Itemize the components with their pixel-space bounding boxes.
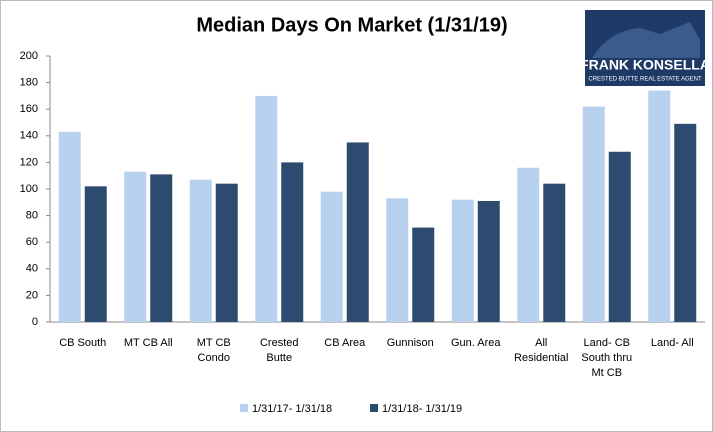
bar bbox=[281, 162, 304, 322]
x-tick-label: All Residential bbox=[514, 337, 569, 364]
bar bbox=[189, 179, 212, 322]
legend-label: 1/31/18- 1/31/19 bbox=[382, 403, 462, 415]
bar bbox=[477, 200, 500, 322]
y-tick-label: 40 bbox=[26, 263, 38, 275]
bar bbox=[320, 191, 343, 322]
bar bbox=[346, 142, 369, 322]
y-tick-label: 20 bbox=[26, 289, 38, 301]
y-tick-label: 180 bbox=[20, 77, 38, 89]
bar bbox=[412, 227, 435, 322]
bar bbox=[150, 174, 173, 322]
y-tick-label: 140 bbox=[20, 130, 38, 142]
y-tick-label: 80 bbox=[26, 210, 38, 222]
legend-swatch bbox=[240, 404, 248, 412]
bar bbox=[215, 183, 238, 322]
bar bbox=[517, 167, 540, 322]
x-tick-label: CB Area bbox=[324, 337, 366, 349]
logo-tagline: CRESTED BUTTE REAL ESTATE AGENT bbox=[588, 77, 702, 83]
bar bbox=[386, 198, 409, 322]
x-tick-label: Crested Butte bbox=[259, 337, 299, 364]
y-tick-label: 0 bbox=[32, 316, 38, 328]
legend-label: 1/31/17- 1/31/18 bbox=[252, 403, 332, 415]
y-tick-label: 120 bbox=[20, 156, 38, 168]
bar bbox=[674, 123, 697, 322]
y-tick-label: 100 bbox=[20, 183, 38, 195]
y-tick-label: 60 bbox=[26, 236, 38, 248]
y-tick-label: 200 bbox=[20, 50, 38, 62]
bar bbox=[58, 131, 81, 322]
y-tick-label: 160 bbox=[20, 103, 38, 115]
bar bbox=[648, 90, 671, 322]
x-tick-label: CB South bbox=[59, 337, 107, 349]
logo-graphic bbox=[592, 22, 700, 58]
x-tick-label: MT CB All bbox=[123, 337, 173, 349]
x-tick-label: Gunnison bbox=[386, 337, 434, 349]
bar bbox=[451, 199, 474, 322]
bar bbox=[582, 106, 605, 322]
logo: FRANK KONSELLA CRESTED BUTTE REAL ESTATE… bbox=[580, 10, 710, 86]
bar bbox=[84, 186, 107, 322]
bar bbox=[543, 183, 566, 322]
chart-title: Median Days On Market (1/31/19) bbox=[196, 14, 507, 36]
legend-swatch bbox=[370, 404, 378, 412]
bar bbox=[124, 171, 147, 322]
x-tick-label: MT CB Condo bbox=[196, 337, 231, 364]
bar bbox=[255, 95, 278, 323]
x-tick-label: Land- All bbox=[650, 337, 694, 349]
x-tick-label: Land- CB South thru Mt CB bbox=[581, 337, 633, 379]
bar bbox=[608, 151, 631, 322]
x-tick-label: Gun. Area bbox=[450, 337, 501, 349]
logo-name: FRANK KONSELLA bbox=[580, 57, 710, 73]
